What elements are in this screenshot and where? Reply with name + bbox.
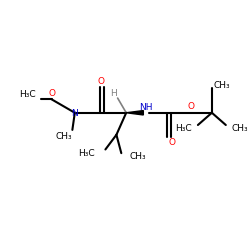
Text: CH₃: CH₃ <box>130 152 146 161</box>
Text: O: O <box>48 89 55 98</box>
Text: N: N <box>72 110 78 118</box>
Text: O: O <box>97 77 104 86</box>
Text: CH₃: CH₃ <box>56 132 72 141</box>
Text: O: O <box>188 102 194 111</box>
Text: NH: NH <box>139 103 152 112</box>
Text: O: O <box>168 138 175 147</box>
Polygon shape <box>126 110 143 115</box>
Text: CH₃: CH₃ <box>214 81 230 90</box>
Text: CH₃: CH₃ <box>231 124 248 133</box>
Text: H₃C: H₃C <box>78 149 94 158</box>
Text: H: H <box>110 89 116 98</box>
Text: H₃C: H₃C <box>176 124 192 133</box>
Text: H₃C: H₃C <box>19 90 36 100</box>
